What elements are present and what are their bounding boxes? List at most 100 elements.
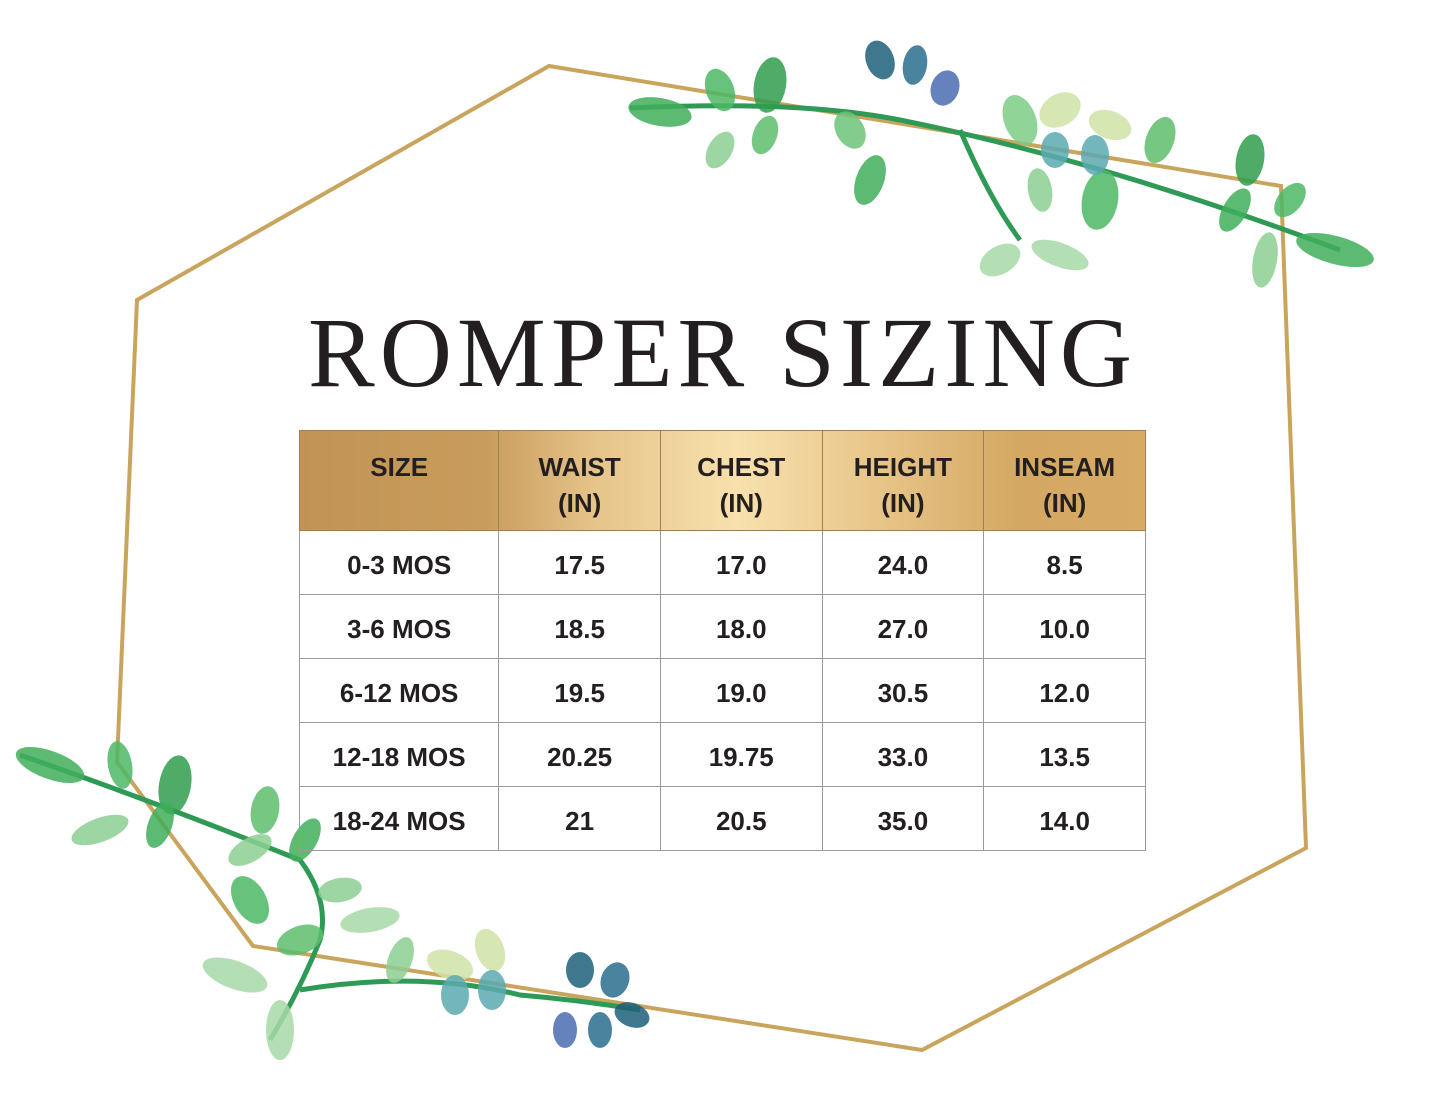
cell-height: 30.5 bbox=[821, 658, 985, 723]
header-unit: (IN) bbox=[1042, 488, 1087, 518]
cell-height: 27.0 bbox=[821, 594, 985, 659]
size-chart-table: SIZE WAIST (IN) CHEST (IN) HEIGHT (IN) INSE… bbox=[298, 430, 1146, 851]
header-label: HEIGHT bbox=[853, 452, 953, 482]
cell-height: 24.0 bbox=[821, 530, 985, 595]
header-unit: (IN) bbox=[719, 488, 763, 518]
header-unit: (IN) bbox=[881, 488, 925, 518]
cell-size: 0-3 MOS bbox=[298, 530, 500, 595]
cell-height: 33.0 bbox=[821, 722, 985, 787]
cell-waist: 21 bbox=[498, 786, 661, 851]
header-label: WAIST bbox=[538, 452, 621, 482]
cell-size: 6-12 MOS bbox=[298, 658, 500, 723]
leaf-icon bbox=[1031, 239, 1089, 271]
leaf-icon bbox=[386, 937, 414, 983]
leaf-icon bbox=[478, 970, 506, 1010]
page-title: ROMPER SIZING bbox=[308, 297, 1137, 408]
cell-inseam: 8.5 bbox=[983, 530, 1146, 595]
leaf-icon bbox=[107, 741, 133, 789]
leaf-vine-bottom-left bbox=[15, 741, 650, 1060]
leaf-icon bbox=[202, 957, 268, 993]
table-row: 12-18 MOS 20.25 19.75 33.0 13.5 bbox=[298, 722, 1146, 787]
cell-size: 3-6 MOS bbox=[298, 594, 500, 659]
cell-waist: 17.5 bbox=[498, 530, 661, 595]
cell-inseam: 14.0 bbox=[983, 786, 1146, 851]
leaf-icon bbox=[834, 111, 866, 149]
leaf-icon bbox=[1144, 116, 1176, 164]
leaf-icon bbox=[854, 155, 886, 205]
leaf-icon bbox=[71, 814, 129, 846]
leaf-icon bbox=[426, 949, 474, 981]
table-header-row: SIZE WAIST (IN) CHEST (IN) HEIGHT (IN) INSE… bbox=[298, 430, 1146, 531]
leaf-icon bbox=[1027, 168, 1053, 212]
header-label: SIZE bbox=[370, 452, 429, 482]
leaf-icon bbox=[751, 115, 779, 155]
cell-inseam: 12.0 bbox=[983, 658, 1146, 723]
leaf-icon bbox=[228, 834, 272, 866]
cell-chest: 17.0 bbox=[659, 530, 823, 595]
table-row: 6-12 MOS 19.5 19.0 30.5 12.0 bbox=[298, 658, 1146, 723]
leaf-icon bbox=[340, 907, 400, 933]
leaf-vine-top-right bbox=[628, 40, 1374, 288]
cell-chest: 19.0 bbox=[659, 658, 823, 723]
leaf-icon bbox=[705, 131, 735, 169]
cell-waist: 19.5 bbox=[498, 658, 661, 723]
cell-chest: 19.75 bbox=[659, 722, 823, 787]
header-size: SIZE bbox=[298, 430, 500, 531]
leaf-icon bbox=[158, 755, 192, 815]
leaf-icon bbox=[318, 877, 362, 903]
cell-inseam: 13.5 bbox=[983, 722, 1146, 787]
header-label: CHEST bbox=[697, 452, 786, 482]
leaf-icon bbox=[566, 952, 594, 988]
header-label: INSEAM bbox=[1014, 452, 1116, 482]
leaf-icon bbox=[266, 1000, 294, 1060]
leaf-icon bbox=[146, 802, 174, 848]
cell-waist: 20.25 bbox=[498, 722, 661, 787]
leaf-icon bbox=[930, 70, 960, 106]
leaf-icon bbox=[1235, 134, 1265, 186]
header-unit: (IN) bbox=[557, 488, 602, 518]
leaf-icon bbox=[1252, 232, 1278, 288]
stem bbox=[629, 103, 1341, 253]
cell-size: 12-18 MOS bbox=[298, 722, 500, 787]
header-chest: CHEST (IN) bbox=[659, 430, 823, 531]
leaf-icon bbox=[1274, 182, 1306, 218]
gold-hexagon-frame bbox=[114, 63, 1309, 1053]
stem bbox=[299, 978, 641, 1013]
leaf-icon bbox=[1088, 109, 1132, 141]
cell-size: 18-24 MOS bbox=[298, 786, 500, 851]
leaf-icon bbox=[865, 40, 895, 80]
leaf-icon bbox=[1081, 135, 1109, 175]
cell-height: 35.0 bbox=[821, 786, 985, 851]
leaf-icon bbox=[1041, 132, 1069, 168]
leaf-icon bbox=[276, 924, 324, 956]
leaf-icon bbox=[231, 876, 269, 924]
leaf-icon bbox=[704, 68, 736, 112]
leaf-icon bbox=[553, 1012, 577, 1048]
stem bbox=[19, 752, 325, 1042]
table-row: 0-3 MOS 17.5 17.0 24.0 8.5 bbox=[298, 530, 1146, 595]
header-waist: WAIST (IN) bbox=[498, 430, 661, 531]
leaf-icon bbox=[979, 243, 1021, 277]
cell-waist: 18.5 bbox=[498, 594, 661, 659]
table-row: 3-6 MOS 18.5 18.0 27.0 10.0 bbox=[298, 594, 1146, 659]
leaf-icon bbox=[441, 975, 469, 1015]
table-row: 18-24 MOS 21 20.5 35.0 14.0 bbox=[298, 786, 1146, 851]
leaf-icon bbox=[1039, 92, 1081, 128]
leaf-icon bbox=[902, 45, 928, 85]
header-height: HEIGHT (IN) bbox=[821, 430, 985, 531]
cell-chest: 20.5 bbox=[659, 786, 823, 851]
cell-chest: 18.0 bbox=[659, 594, 823, 659]
cell-inseam: 10.0 bbox=[983, 594, 1146, 659]
stem bbox=[957, 129, 1023, 242]
leaf-icon bbox=[1002, 94, 1038, 146]
leaf-icon bbox=[600, 962, 630, 998]
leaf-icon bbox=[250, 786, 280, 834]
leaf-icon bbox=[628, 97, 692, 127]
leaf-icon bbox=[753, 57, 787, 113]
leaf-icon bbox=[614, 1002, 650, 1028]
header-inseam: INSEAM (IN) bbox=[983, 430, 1146, 531]
leaf-icon bbox=[15, 746, 85, 784]
leaf-icon bbox=[588, 1012, 612, 1048]
leaf-icon bbox=[1296, 232, 1374, 268]
